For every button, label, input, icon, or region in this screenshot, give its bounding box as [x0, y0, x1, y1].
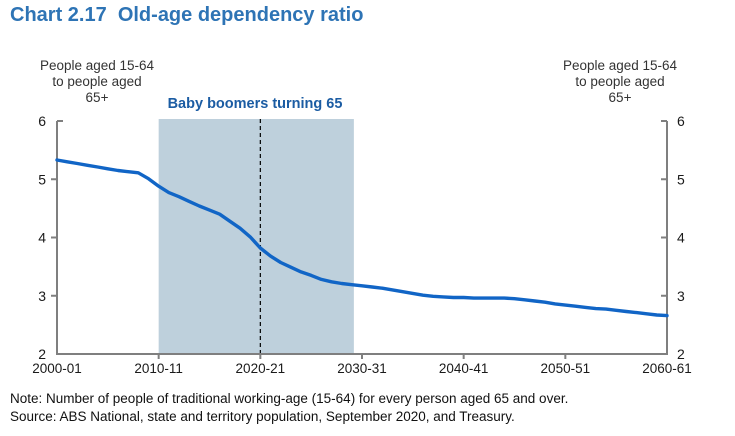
axes — [51, 120, 668, 359]
chart-footer: Note: Number of people of traditional wo… — [10, 390, 568, 426]
right-axis-annotation-line1: People aged 15-64 — [562, 58, 678, 73]
y-tick-label-right-4: 4 — [677, 230, 685, 246]
y-tick-label-right-2: 2 — [677, 346, 685, 362]
x-tick-label-2010-11: 2010-11 — [134, 361, 183, 376]
y-tick-label-left-3: 3 — [38, 288, 46, 304]
source-text: Source: ABS National, state and territor… — [10, 409, 515, 424]
y-tick-label-right-5: 5 — [677, 171, 685, 187]
chart-title: Chart 2.17 Old-age dependency ratio — [10, 4, 364, 26]
y-tick-label-left-2: 2 — [38, 346, 46, 362]
baby-boomer-shaded-band — [158, 119, 354, 354]
baby-boomers-band-label: Baby boomers turning 65 — [167, 96, 343, 112]
y-tick-label-right-6: 6 — [677, 113, 685, 129]
y-tick-label-left-5: 5 — [38, 171, 46, 187]
x-tick-label-2050-51: 2050-51 — [541, 361, 591, 376]
x-tick-label-2060-61: 2060-61 — [642, 361, 692, 376]
x-tick-label-2040-41: 2040-41 — [439, 361, 489, 376]
x-tick-label-2000-01: 2000-01 — [32, 361, 82, 376]
dependency-ratio-line — [55, 158, 669, 318]
x-tick-label-2020-21: 2020-21 — [236, 361, 286, 376]
note-text: Note: Number of people of traditional wo… — [10, 391, 569, 406]
y-tick-label-left-4: 4 — [38, 230, 46, 246]
right-axis-annotation-line3: 65+ — [608, 90, 632, 105]
right-axis-annotation: People aged 15-64 to people aged 65+ — [535, 58, 705, 106]
tick-labels: 2 2 3 3 4 4 5 5 6 6 2000-01 2010-11 2020-21 2030-31 20… — [32, 113, 692, 376]
y-tick-label-right-3: 3 — [677, 288, 685, 304]
left-axis-annotation: People aged 15-64 to people aged 65+ — [12, 58, 182, 106]
x-tick-label-2030-31: 2030-31 — [337, 361, 387, 376]
left-axis-annotation-line1: People aged 15-64 — [39, 58, 155, 73]
left-axis-annotation-line3: 65+ — [85, 90, 109, 105]
left-axis-annotation-line2: to people aged — [52, 74, 142, 89]
right-axis-annotation-line2: to people aged — [575, 74, 665, 89]
y-tick-label-left-6: 6 — [38, 113, 46, 129]
